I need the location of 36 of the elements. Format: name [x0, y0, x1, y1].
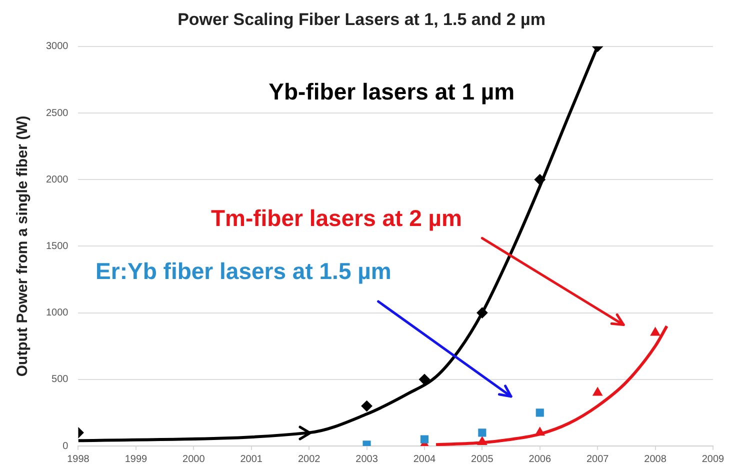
point [478, 428, 486, 437]
x-tick-label: 2002 [298, 454, 321, 465]
text: Er:Yb fiber lasers at 1.5 µm [96, 258, 392, 284]
text: Tm-fiber lasers at 2 µm [210, 204, 462, 231]
point [536, 408, 544, 417]
chart-title: Power Scaling Fiber Lasers at 1, 1.5 and 2 µm [178, 10, 546, 29]
x-tick-label: 2000 [182, 454, 206, 465]
y-tick-label: 2500 [46, 108, 69, 119]
point [592, 387, 602, 396]
x-tick-label: 2001 [240, 454, 263, 465]
y-tick-label: 3000 [46, 41, 69, 52]
x-tick-label: 2005 [471, 454, 494, 465]
point [420, 435, 429, 444]
point [477, 436, 488, 446]
x-tick-label: 2008 [644, 454, 667, 465]
x-tick-label: 2007 [586, 454, 610, 465]
y-tick-label: 2000 [46, 174, 69, 186]
x-tick-label: 1999 [124, 454, 148, 465]
point [535, 427, 545, 436]
y-axis-title: Output Power from a single fiber (W) [14, 116, 32, 377]
y-tick-label: 1500 [46, 240, 69, 252]
point [361, 400, 372, 412]
point [476, 307, 488, 318]
x-tick-label: 2009 [702, 454, 725, 465]
x-tick-label: 2004 [413, 454, 436, 465]
text: Yb-fiber lasers at 1 µm [268, 78, 515, 104]
y-tick-label: 1000 [46, 308, 69, 319]
x-tick-label: 2003 [356, 454, 378, 465]
line-series [434, 324, 668, 446]
y-tick-label: 500 [52, 374, 69, 386]
x-tick-label: 2006 [528, 454, 552, 465]
point [650, 327, 660, 336]
point [534, 174, 546, 186]
x-tick-label: 1998 [67, 454, 90, 465]
point [418, 374, 430, 385]
y-tick-label: 0 [62, 440, 69, 452]
